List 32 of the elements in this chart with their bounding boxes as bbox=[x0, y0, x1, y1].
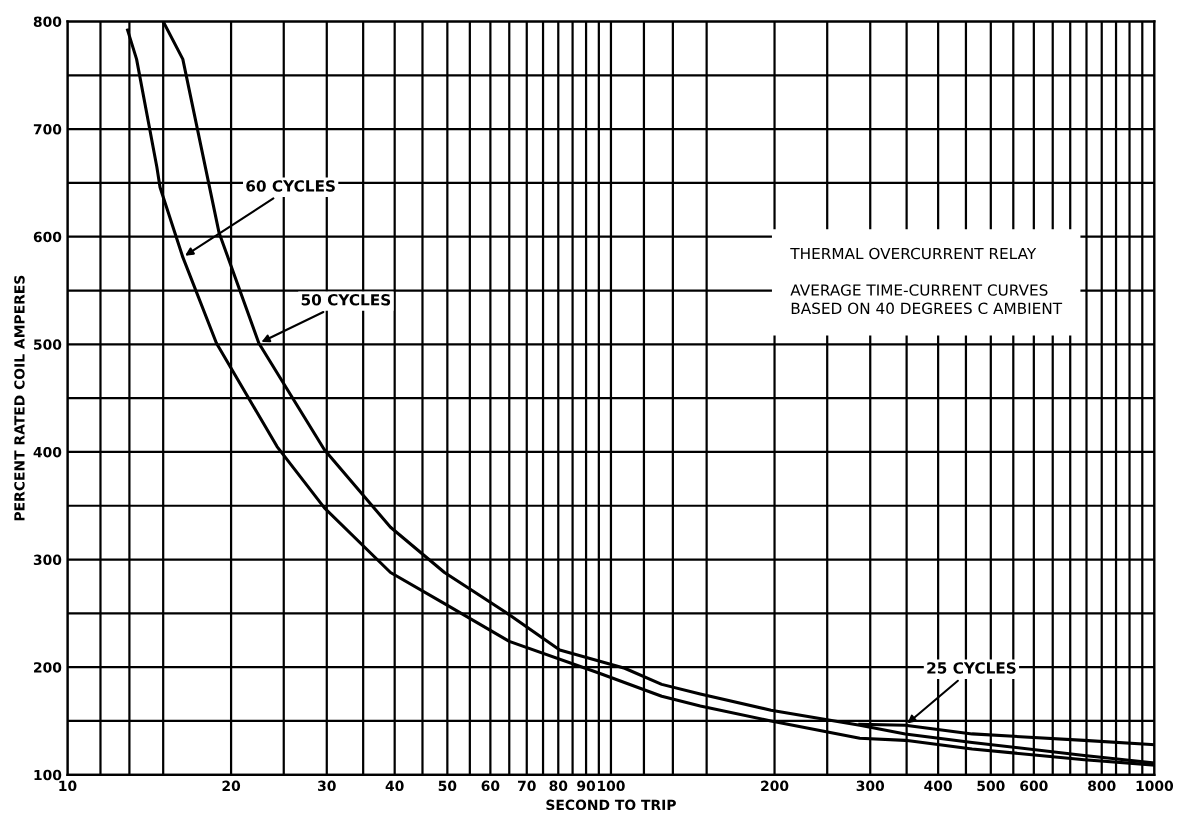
x-tick-label: 600 bbox=[1020, 780, 1048, 792]
y-tick-label: 500 bbox=[34, 339, 62, 350]
annotation: THERMAL OVERCURRENT RELAY bbox=[790, 247, 1037, 260]
annotation: AVERAGE TIME-CURRENT CURVES BASED ON 40 DEGREES C AMBIENT bbox=[790, 284, 1063, 315]
x-tick-label: 30 bbox=[318, 780, 336, 792]
y-axis-title: PERCENT RATED COIL AMPERES bbox=[14, 275, 25, 521]
x-tick-label: 800 bbox=[1088, 780, 1116, 792]
x-tick-label: 70 bbox=[518, 780, 536, 792]
annotation: 60 CYCLES bbox=[246, 180, 335, 192]
y-tick-label: 100 bbox=[34, 769, 62, 781]
annotation: 25 CYCLES bbox=[927, 662, 1016, 674]
x-tick-label: 200 bbox=[761, 780, 789, 792]
annotation: 50 CYCLES bbox=[301, 294, 391, 306]
x-tick-label: 20 bbox=[222, 780, 241, 792]
x-tick-label: 1000 bbox=[1136, 780, 1174, 792]
x-tick-label: 50 bbox=[438, 780, 457, 792]
y-tick-label: 800 bbox=[33, 16, 62, 27]
x-tick-label: 100 bbox=[598, 780, 625, 792]
y-tick-label: 600 bbox=[33, 231, 62, 243]
x-tick-label: 40 bbox=[385, 780, 404, 792]
x-tick-label: 80 bbox=[549, 780, 568, 792]
y-tick-label: 300 bbox=[33, 554, 62, 566]
x-axis-title: SECOND TO TRIP bbox=[546, 799, 676, 811]
x-tick-label: 400 bbox=[924, 780, 952, 792]
x-tick-label: 300 bbox=[856, 780, 885, 792]
y-tick-label: 200 bbox=[34, 662, 62, 673]
x-tick-label: 90 bbox=[577, 780, 596, 792]
y-tick-label: 700 bbox=[33, 124, 62, 135]
x-tick-label: 10 bbox=[59, 780, 77, 792]
y-tick-label: 400 bbox=[33, 446, 62, 458]
x-tick-label: 60 bbox=[481, 780, 500, 792]
x-tick-label: 500 bbox=[977, 780, 1005, 792]
